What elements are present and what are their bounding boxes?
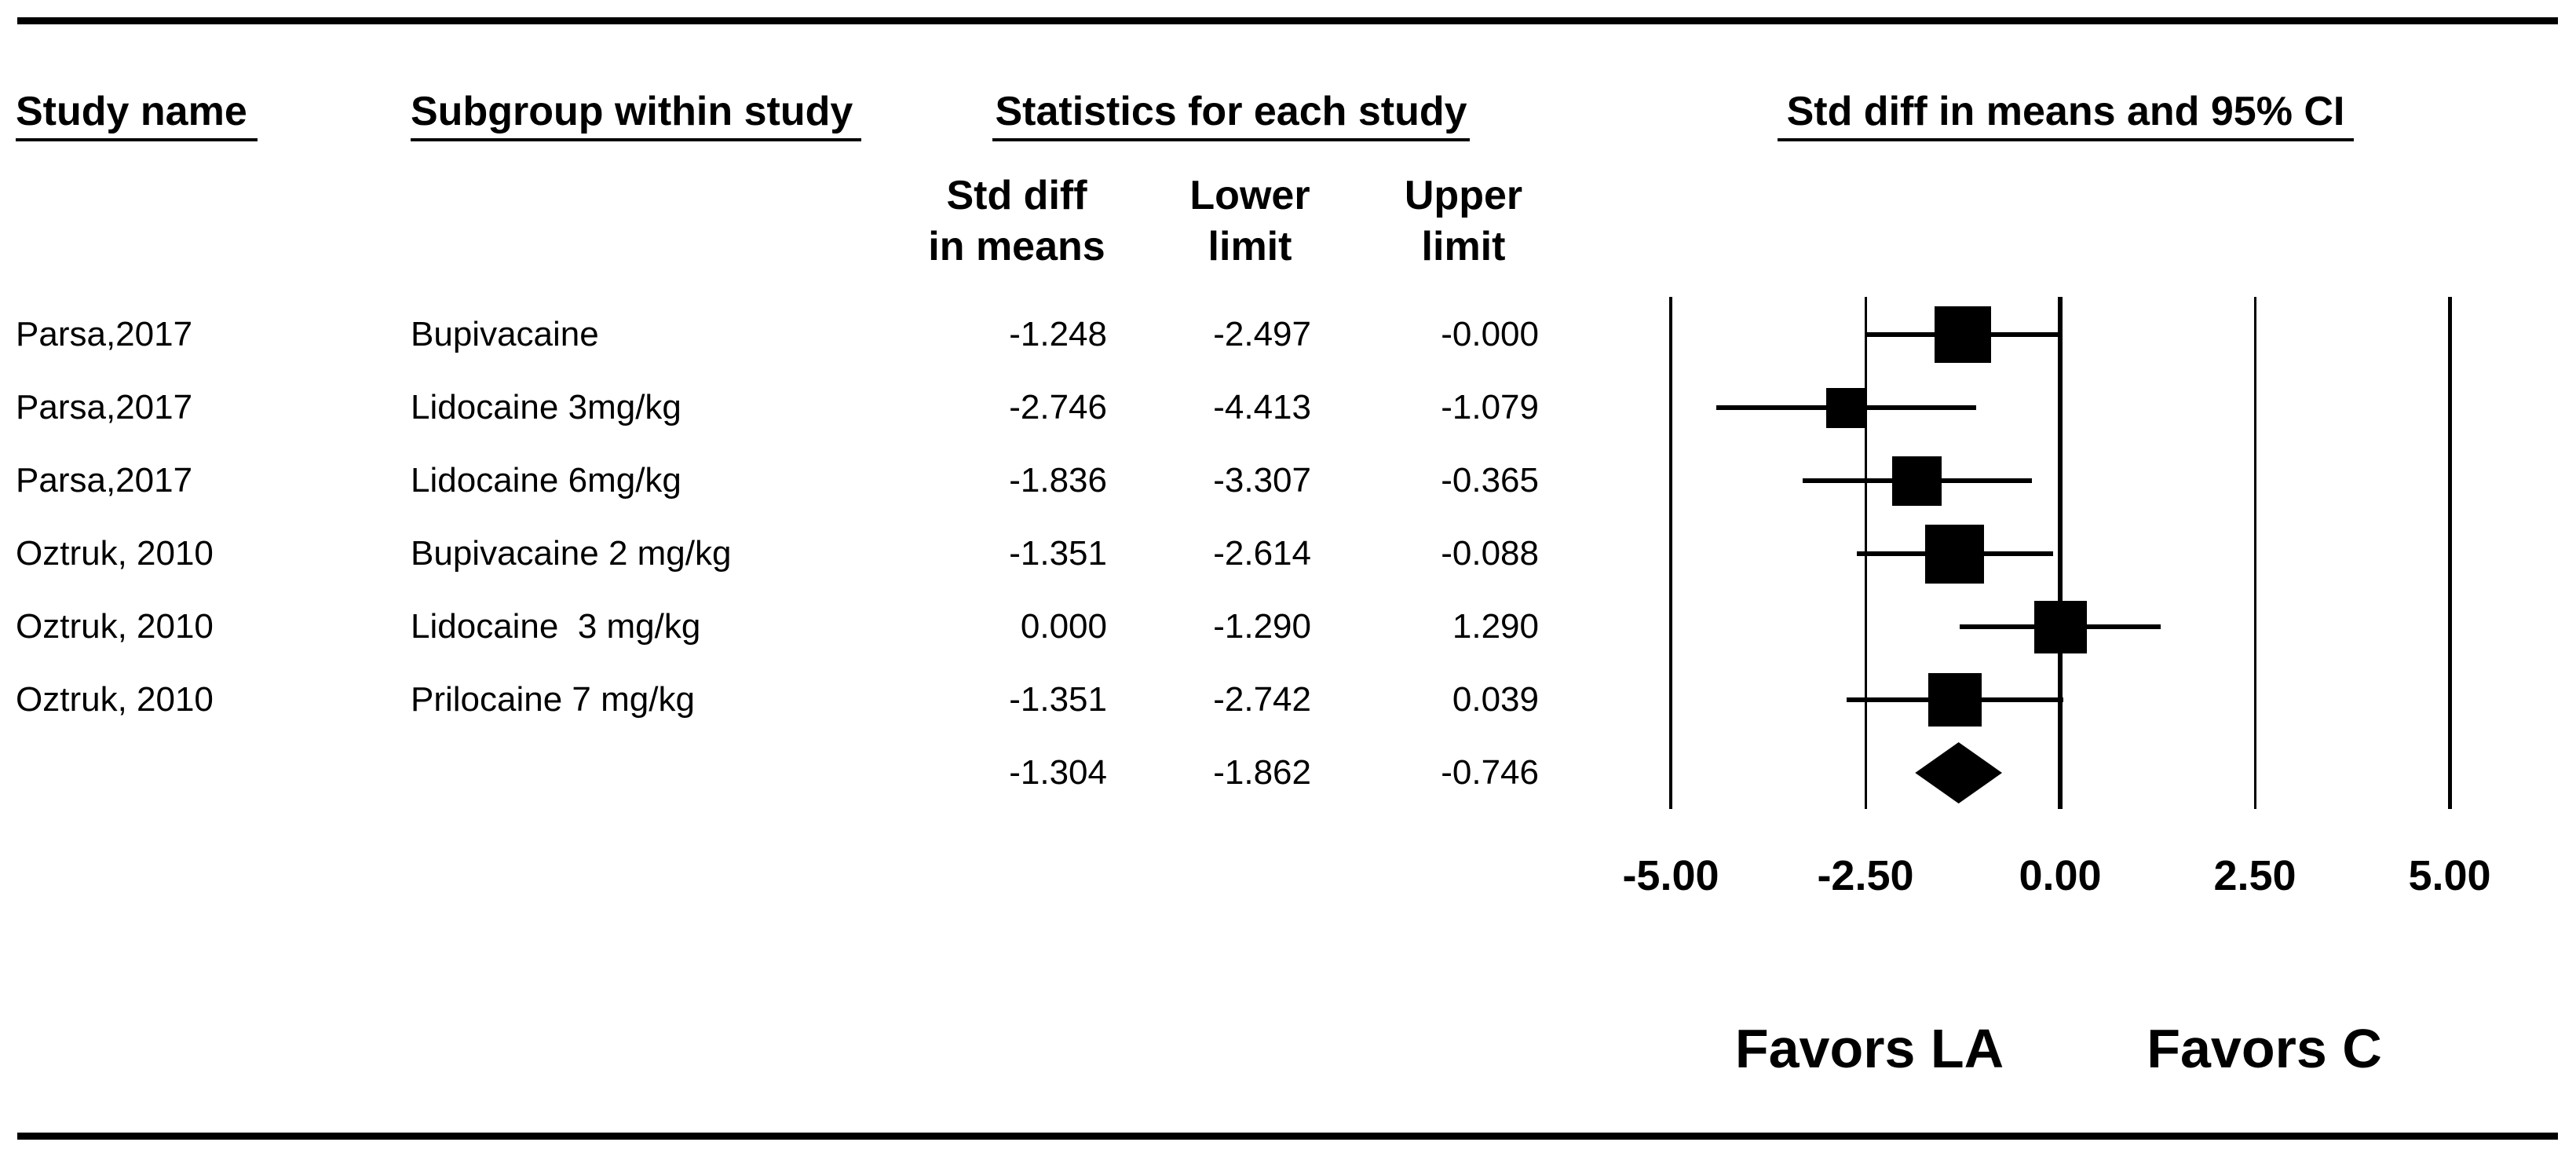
row-4-stat: -1.290 [1213, 607, 1311, 646]
row-2-stat: -0.365 [1441, 461, 1539, 500]
row-0-stat: -1.248 [1009, 315, 1107, 353]
row-4-study: Oztruk, 2010 [16, 607, 214, 646]
summary-row-stat: -1.304 [1009, 753, 1107, 792]
summary-row-stat: -1.862 [1213, 753, 1311, 792]
row-1-stat: -4.413 [1213, 388, 1311, 426]
header-study-name-underline [16, 138, 258, 141]
x-axis-tick-label: -5.00 [1622, 852, 1719, 899]
header-study-name: Study name [16, 89, 247, 134]
effect-size-square [1925, 524, 1985, 584]
axis-gridline [2447, 297, 2452, 809]
effect-size-square [1927, 673, 1982, 727]
stat-subheader: Lower limit [1189, 173, 1310, 269]
row-0-stat: -0.000 [1441, 315, 1539, 353]
row-1-subgroup: Lidocaine 3mg/kg [411, 388, 681, 426]
x-axis-tick-label: 0.00 [2019, 852, 2102, 899]
row-0-study: Parsa,2017 [16, 315, 193, 353]
row-1-stat: -1.079 [1441, 388, 1539, 426]
top-border-rule [17, 17, 2558, 24]
favors-right-label: Favors C [2147, 1018, 2382, 1079]
x-axis-tick-label: 2.50 [2213, 852, 2296, 899]
row-3-stat: -0.088 [1441, 534, 1539, 573]
header-statistics-underline [992, 138, 1470, 141]
stat-subheader: Upper limit [1404, 173, 1523, 269]
row-3-study: Oztruk, 2010 [16, 534, 214, 573]
summary-row-stat: -0.746 [1441, 753, 1539, 792]
row-1-stat: -2.746 [1009, 388, 1107, 426]
row-2-stat: -1.836 [1009, 461, 1107, 500]
row-1-study: Parsa,2017 [16, 388, 193, 426]
bottom-border-rule [17, 1133, 2558, 1140]
row-5-subgroup: Prilocaine 7 mg/kg [411, 680, 695, 719]
row-0-stat: -2.497 [1213, 315, 1311, 353]
row-5-stat: -2.742 [1213, 680, 1311, 719]
row-0-subgroup: Bupivacaine [411, 315, 599, 353]
row-5-study: Oztruk, 2010 [16, 680, 214, 719]
row-2-subgroup: Lidocaine 6mg/kg [411, 461, 681, 500]
row-3-subgroup: Bupivacaine 2 mg/kg [411, 534, 732, 573]
row-5-stat: -1.351 [1009, 680, 1107, 719]
row-2-stat: -3.307 [1213, 461, 1311, 500]
header-plot-title-underline [1778, 138, 2354, 141]
zero-gridline [2058, 297, 2063, 809]
axis-gridline [2253, 297, 2256, 809]
favors-left-label: Favors LA [1734, 1018, 2004, 1079]
x-axis-tick-label: 5.00 [2408, 852, 2491, 899]
stat-subheader: Std diff in means [928, 173, 1105, 269]
row-4-subgroup: Lidocaine 3 mg/kg [411, 607, 701, 646]
row-4-stat: 0.000 [1020, 607, 1107, 646]
row-2-study: Parsa,2017 [16, 461, 193, 500]
row-5-stat: 0.039 [1452, 680, 1539, 719]
effect-size-square [2033, 600, 2087, 653]
row-4-stat: 1.290 [1452, 607, 1539, 646]
effect-size-square [1935, 306, 1992, 363]
header-statistics: Statistics for each study [995, 89, 1467, 134]
row-3-stat: -1.351 [1009, 534, 1107, 573]
header-subgroup: Subgroup within study [411, 89, 853, 134]
header-subgroup-underline [411, 138, 861, 141]
header-plot-title: Std diff in means and 95% CI [1786, 89, 2345, 134]
axis-gridline [1669, 297, 1672, 809]
row-3-stat: -2.614 [1213, 534, 1311, 573]
effect-size-square [1826, 387, 1867, 428]
effect-size-square [1892, 456, 1942, 506]
x-axis-tick-label: -2.50 [1817, 852, 1914, 899]
